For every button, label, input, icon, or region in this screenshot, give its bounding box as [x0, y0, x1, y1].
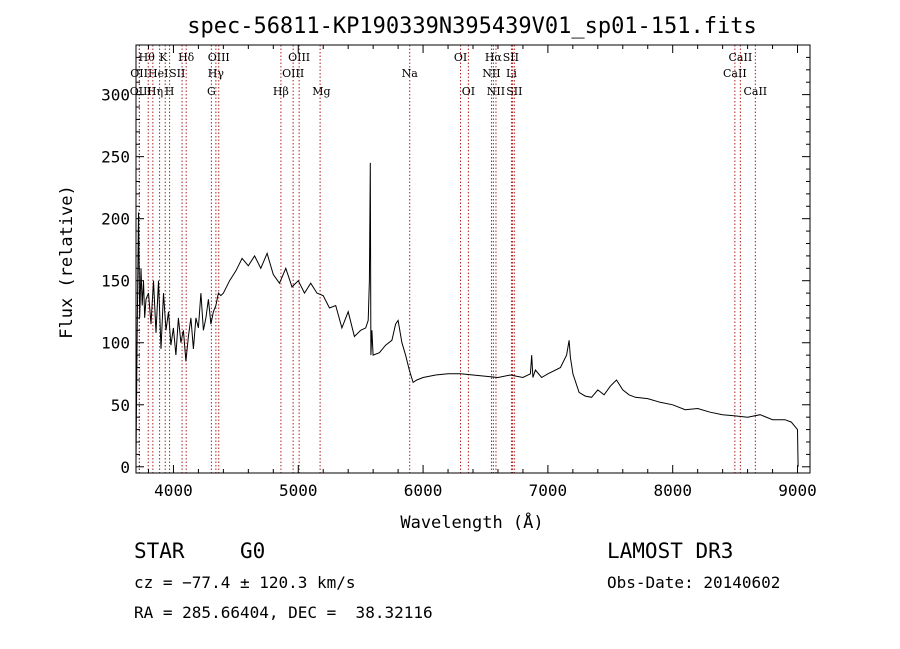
- x-axis-label: Wavelength (Å): [400, 511, 543, 533]
- emission-line-label: NII: [482, 67, 500, 80]
- emission-line-label: Li: [506, 67, 517, 80]
- emission-line-label: CaII: [723, 67, 747, 80]
- emission-line-label: Hγ: [208, 67, 225, 80]
- emission-line-label: SII: [503, 51, 519, 64]
- emission-line-label: Hδ: [178, 51, 195, 64]
- emission-line-label: K: [159, 51, 168, 64]
- x-axis-ticks: 4000 5000 6000 7000 8000 9000: [147, 45, 817, 500]
- y-axis-label: Flux (relative): [57, 185, 77, 339]
- x-tick-label: 7000: [529, 481, 568, 500]
- x-tick-label: 9000: [778, 481, 817, 500]
- survey-name: LAMOST DR3: [607, 539, 734, 563]
- y-tick-label: 50: [111, 396, 130, 415]
- emission-line-label: OIII: [208, 51, 230, 64]
- emission-line-label: Hη: [147, 85, 163, 98]
- emission-line-label: OI: [462, 85, 475, 98]
- emission-line-label: CaII: [743, 85, 767, 98]
- y-tick-label: 0: [120, 458, 130, 477]
- emission-line-label: Hθ: [139, 51, 156, 64]
- emission-line-label: OIII: [288, 51, 310, 64]
- chart-title: spec-56811-KP190339N395439V01_sp01-151.f…: [187, 14, 757, 39]
- object-class: STAR: [134, 539, 185, 563]
- emission-line-markers: [138, 45, 756, 473]
- y-tick-label: 150: [101, 272, 130, 291]
- x-tick-label: 5000: [279, 481, 318, 500]
- emission-line-label: H: [165, 85, 175, 98]
- emission-line-label: Mg: [312, 85, 330, 98]
- ra-dec-coordinates: RA = 285.66404, DEC = 38.32116: [134, 603, 433, 622]
- emission-line-label: HeI: [148, 67, 168, 80]
- emission-line-label: NII: [487, 85, 505, 98]
- redshift-cz: cz = −77.4 ± 120.3 km/s: [134, 573, 356, 592]
- y-tick-label: 300: [101, 86, 130, 105]
- emission-line-label: OIII: [282, 67, 304, 80]
- emission-line-label: OI: [454, 51, 467, 64]
- object-subclass: G0: [240, 539, 266, 563]
- observation-date: Obs-Date: 20140602: [607, 573, 781, 592]
- emission-line-label: Hα: [485, 51, 503, 64]
- emission-line-label: SII: [506, 85, 522, 98]
- emission-line-label: Hβ: [273, 85, 289, 98]
- x-tick-label: 6000: [404, 481, 443, 500]
- x-tick-label: 4000: [154, 481, 193, 500]
- y-tick-label: 200: [101, 210, 130, 229]
- emission-line-label: OII: [130, 67, 148, 80]
- emission-line-label: G: [207, 85, 216, 98]
- y-axis-ticks: 0 50 100 150 200 250 300: [101, 56, 810, 477]
- y-tick-label: 250: [101, 148, 130, 167]
- spectrum-line: [135, 162, 799, 467]
- emission-line-label: Na: [402, 67, 419, 80]
- emission-line-label: CaII: [729, 51, 753, 64]
- y-tick-label: 100: [101, 334, 130, 353]
- plot-frame: [135, 44, 811, 474]
- emission-line-label: OIII: [130, 85, 152, 98]
- x-tick-label: 8000: [653, 481, 692, 500]
- emission-line-label: SII: [169, 67, 185, 80]
